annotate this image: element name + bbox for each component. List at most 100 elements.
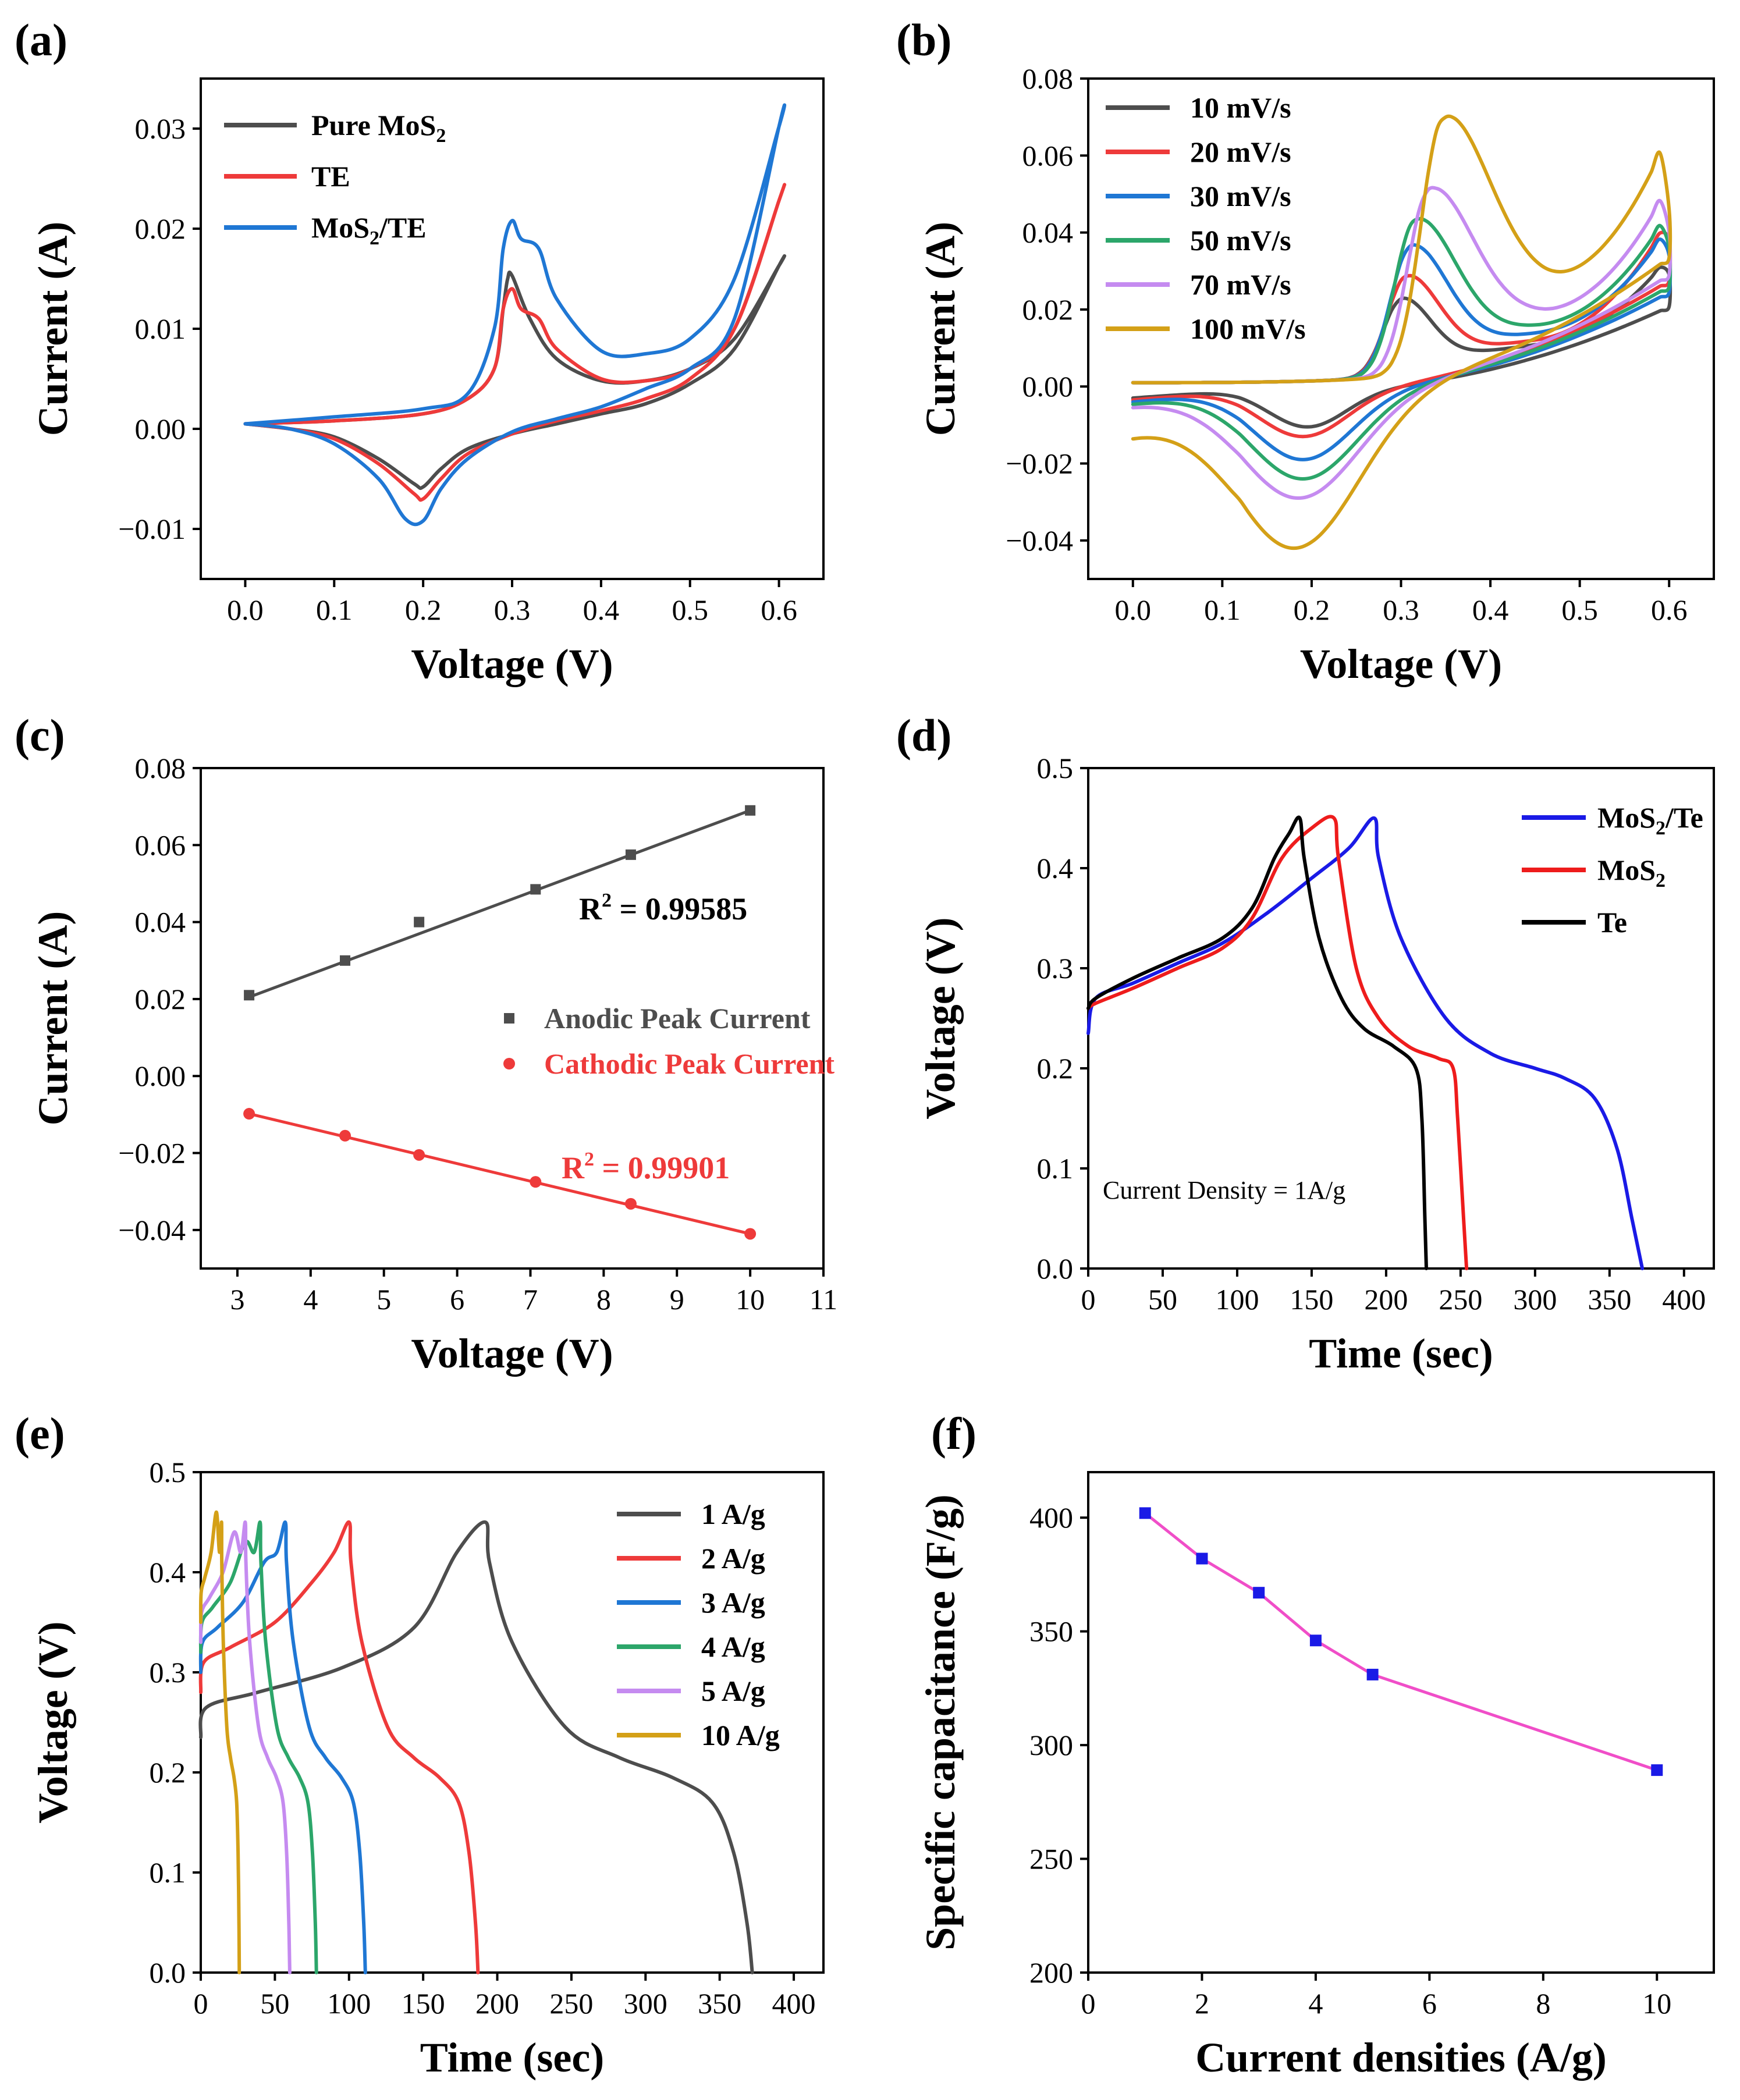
y-tick-label: −0.04 <box>118 1214 186 1246</box>
y-tick-label: 0.5 <box>150 1456 186 1488</box>
data-point <box>1366 1668 1379 1680</box>
x-tick-label: 350 <box>1588 1283 1631 1316</box>
y-axis-label: Voltage (V) <box>917 917 964 1119</box>
data-point <box>744 1228 757 1240</box>
panel-label: (a) <box>15 15 68 65</box>
x-tick-label: 5 <box>377 1283 391 1316</box>
y-tick-label: 0.00 <box>135 413 186 445</box>
series-line <box>1144 1512 1658 1772</box>
y-axis-label: Voltage (V) <box>30 1621 76 1823</box>
y-tick-label: 0.02 <box>135 212 186 245</box>
y-axis-label: Current (A) <box>917 222 964 436</box>
x-tick-label: 300 <box>624 1987 667 2020</box>
y-tick-label: 0.0 <box>150 1956 186 1989</box>
panel-label: (f) <box>931 1408 976 1459</box>
panel-label: (e) <box>15 1408 65 1459</box>
series-line <box>1131 114 1672 550</box>
legend-label: 100 mV/s <box>1190 312 1306 345</box>
y-tick-label: 0.00 <box>135 1060 186 1092</box>
x-tick-label: 0.1 <box>316 594 353 626</box>
legend-label: 1 A/g <box>701 1498 765 1530</box>
series-line <box>198 1520 754 1974</box>
legend-label: 70 mV/s <box>1190 268 1291 301</box>
x-tick-label: 0.0 <box>1115 594 1152 626</box>
x-axis-label: Voltage (V) <box>411 1330 613 1377</box>
data-point <box>339 955 350 966</box>
y-tick-label: 0.3 <box>150 1656 186 1689</box>
x-tick-label: 0.2 <box>405 594 442 626</box>
y-tick-label: 0.1 <box>1037 1152 1074 1185</box>
data-point <box>1196 1552 1208 1565</box>
x-axis-label: Voltage (V) <box>411 641 613 687</box>
y-tick-label: −0.04 <box>1006 524 1073 557</box>
x-axis-label: Time (sec) <box>1309 1330 1493 1377</box>
series-line <box>198 1520 318 1974</box>
legend-label: MoS2/Te <box>1597 801 1703 839</box>
y-tick-label: 0.08 <box>135 752 186 784</box>
legend-label: 5 A/g <box>701 1675 765 1707</box>
legend-label: MoS2 <box>1597 854 1666 891</box>
x-tick-label: 0.3 <box>1383 594 1419 626</box>
x-tick-label: 7 <box>523 1283 538 1316</box>
panel-label: (c) <box>15 710 65 761</box>
x-tick-label: 400 <box>1662 1283 1706 1316</box>
y-tick-label: −0.02 <box>1006 447 1073 480</box>
data-point <box>624 1198 637 1210</box>
panel-b: 0.0 0.1 0.2 0.3 0.4 0.5 0.6 −0.04 −0.02 0.00 0.02 0… <box>896 15 1715 687</box>
x-tick-label: 9 <box>670 1283 684 1316</box>
panel-d: 0 50 100 150 200 250 300 350 400 0.0 0.1 0.2 0.3 0.4 0… <box>896 710 1715 1377</box>
y-tick-label: 300 <box>1029 1729 1073 1761</box>
x-tick-label: 150 <box>402 1987 445 2020</box>
x-tick-label: 0.5 <box>1561 594 1598 626</box>
x-tick-label: 250 <box>1439 1283 1482 1316</box>
series-line <box>243 103 787 527</box>
legend-marker <box>504 1013 514 1024</box>
r-squared-label: R2 = 0.99585 <box>579 890 747 926</box>
legend-marker <box>503 1058 515 1069</box>
legend-label: MoS2/TE <box>311 211 427 249</box>
legend-label: 3 A/g <box>701 1586 765 1619</box>
y-tick-label: 0.06 <box>1022 139 1074 172</box>
panel-a: 0.0 0.1 0.2 0.3 0.4 0.5 0.6 −0.01 0.00 0.01 0.02 0.… <box>15 15 825 687</box>
legend-label: 10 A/g <box>701 1719 780 1751</box>
panel-c: 3 4 5 6 7 8 9 10 11 −0.04 −0.02 0.00 0.02 0.04 0.06 0.0… <box>15 710 837 1377</box>
y-tick-label: 0.02 <box>1022 293 1074 326</box>
y-tick-label: −0.02 <box>118 1137 186 1170</box>
x-tick-label: 4 <box>1308 1987 1323 2020</box>
data-point <box>1651 1764 1663 1776</box>
y-axis-label: Current (A) <box>30 911 76 1126</box>
y-tick-label: 400 <box>1029 1501 1073 1534</box>
fit-line <box>248 809 751 999</box>
y-tick-label: 0.4 <box>150 1556 186 1589</box>
fit-line <box>248 1112 751 1235</box>
x-tick-label: 0.4 <box>1472 594 1509 626</box>
series-line <box>198 1520 367 1974</box>
x-tick-label: 400 <box>772 1987 816 2020</box>
y-tick-label: 0.04 <box>1022 216 1074 249</box>
legend-label: Anodic Peak Current <box>544 1002 811 1035</box>
legend-label: TE <box>311 160 350 193</box>
series-line <box>1086 815 1469 1270</box>
y-tick-label: 0.01 <box>135 312 186 345</box>
data-point <box>243 1108 255 1120</box>
x-tick-label: 200 <box>475 1987 519 2020</box>
x-tick-label: 0.0 <box>227 594 264 626</box>
series-line <box>198 1510 242 1974</box>
panel-label: (b) <box>896 15 951 65</box>
legend-label: 50 mV/s <box>1190 224 1291 257</box>
legend-label: 2 A/g <box>701 1542 765 1575</box>
data-point <box>745 805 756 816</box>
x-tick-label: 0.6 <box>1651 594 1688 626</box>
legend-label: 4 A/g <box>701 1630 765 1663</box>
y-tick-label: 200 <box>1029 1956 1073 1989</box>
y-tick-label: 250 <box>1029 1843 1073 1875</box>
x-tick-label: 150 <box>1290 1283 1333 1316</box>
y-tick-label: 0.5 <box>1037 752 1074 784</box>
x-tick-label: 0.1 <box>1204 594 1241 626</box>
x-axis-label: Time (sec) <box>420 2034 605 2081</box>
series-line <box>198 1520 292 1974</box>
y-tick-label: 0.4 <box>1037 852 1074 884</box>
data-point <box>1309 1634 1322 1647</box>
data-point <box>414 916 425 928</box>
